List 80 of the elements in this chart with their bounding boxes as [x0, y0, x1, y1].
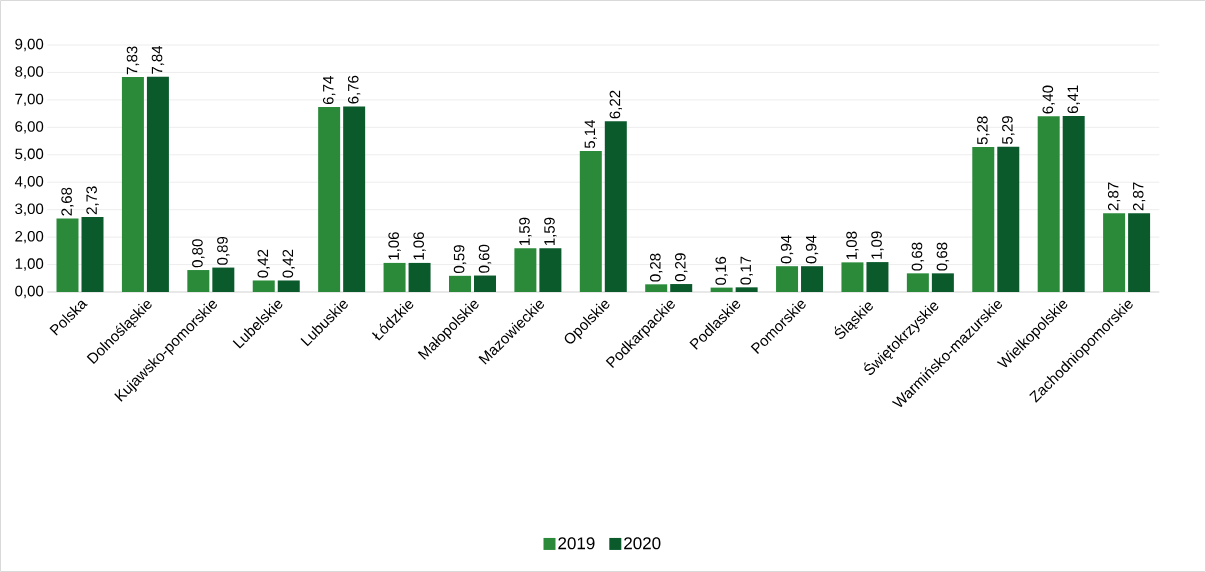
- data-label: 1,06: [413, 232, 426, 260]
- bar: [81, 217, 104, 292]
- y-tick-label: 7,00: [15, 93, 44, 107]
- y-tick-label: 9,00: [15, 38, 44, 52]
- bar: [187, 270, 210, 292]
- bar: [710, 287, 733, 292]
- y-tick-label: 5,00: [15, 148, 44, 161]
- y-tick-label: 2,00: [15, 230, 44, 244]
- bar: [146, 76, 169, 292]
- bar: [866, 262, 889, 292]
- bar: [931, 273, 954, 292]
- data-label: 0,80: [192, 239, 205, 268]
- bar: [1062, 116, 1085, 292]
- data-label: 6,76: [347, 75, 361, 104]
- data-label: 2,87: [1132, 182, 1146, 211]
- data-label: 0,29: [675, 253, 688, 282]
- data-label: 6,22: [609, 90, 622, 119]
- bar: [801, 266, 824, 292]
- data-label: 0,28: [650, 253, 663, 282]
- bar: [1037, 116, 1060, 292]
- bar: [1103, 213, 1126, 292]
- data-label: 5,28: [977, 116, 990, 145]
- legend-label: 2019: [558, 537, 595, 550]
- data-label: 0,16: [715, 256, 728, 285]
- bar: [408, 262, 431, 292]
- data-label: 0,94: [805, 235, 819, 264]
- data-label: 0,60: [478, 244, 492, 273]
- bar: [383, 262, 406, 292]
- data-label: 1,08: [846, 231, 859, 260]
- data-label: 0,42: [257, 249, 270, 278]
- y-tick-label: 4,00: [14, 176, 44, 189]
- bar: [735, 287, 758, 292]
- bar: [539, 248, 562, 292]
- data-label: 0,89: [217, 236, 230, 265]
- bar: [252, 280, 275, 292]
- bar: [1128, 213, 1151, 292]
- data-label: 5,14: [584, 119, 597, 149]
- data-label: 0,17: [740, 256, 753, 285]
- data-label: 0,59: [453, 245, 467, 274]
- bar: [514, 248, 537, 292]
- data-label: 7,84: [151, 45, 165, 74]
- bar: [56, 218, 79, 292]
- data-label: 6,40: [1042, 85, 1055, 114]
- data-label: 6,74: [322, 76, 336, 105]
- data-label: 2,87: [1107, 182, 1121, 211]
- bar: [277, 280, 300, 292]
- y-tick-label: 1,00: [15, 258, 44, 271]
- bar: [972, 147, 995, 292]
- bar: [318, 107, 341, 292]
- bar: [448, 275, 471, 292]
- y-tick-label: 3,00: [15, 203, 44, 216]
- data-label: 6,41: [1067, 85, 1080, 114]
- data-label: 7,83: [126, 46, 140, 75]
- bar: [906, 273, 929, 292]
- bar: [212, 267, 235, 292]
- y-tick-label: 8,00: [15, 66, 44, 79]
- y-tick-label: 0,00: [15, 285, 44, 299]
- data-label: 1,09: [871, 231, 884, 259]
- data-label: 0,42: [282, 249, 295, 278]
- bar: [841, 262, 864, 292]
- data-label: 5,29: [1002, 116, 1015, 145]
- bar: [121, 77, 144, 292]
- bar: [670, 284, 693, 292]
- data-label: 2,73: [86, 186, 99, 215]
- data-label: 2,68: [61, 187, 74, 216]
- bar: [776, 266, 799, 292]
- legend-label: 2020: [624, 537, 661, 550]
- bar: [645, 284, 668, 292]
- y-tick-label: 6,00: [15, 121, 44, 134]
- data-label: 0,94: [780, 235, 794, 264]
- bar: [997, 146, 1020, 292]
- data-label: 1,06: [388, 232, 401, 260]
- bar: [343, 106, 366, 292]
- data-label: 0,68: [936, 242, 950, 271]
- bar: [473, 275, 496, 292]
- bar: [579, 150, 602, 292]
- data-label: 0,68: [911, 242, 925, 271]
- data-label: 1,59: [519, 217, 532, 246]
- bar: [604, 121, 627, 292]
- data-label: 1,59: [544, 217, 557, 246]
